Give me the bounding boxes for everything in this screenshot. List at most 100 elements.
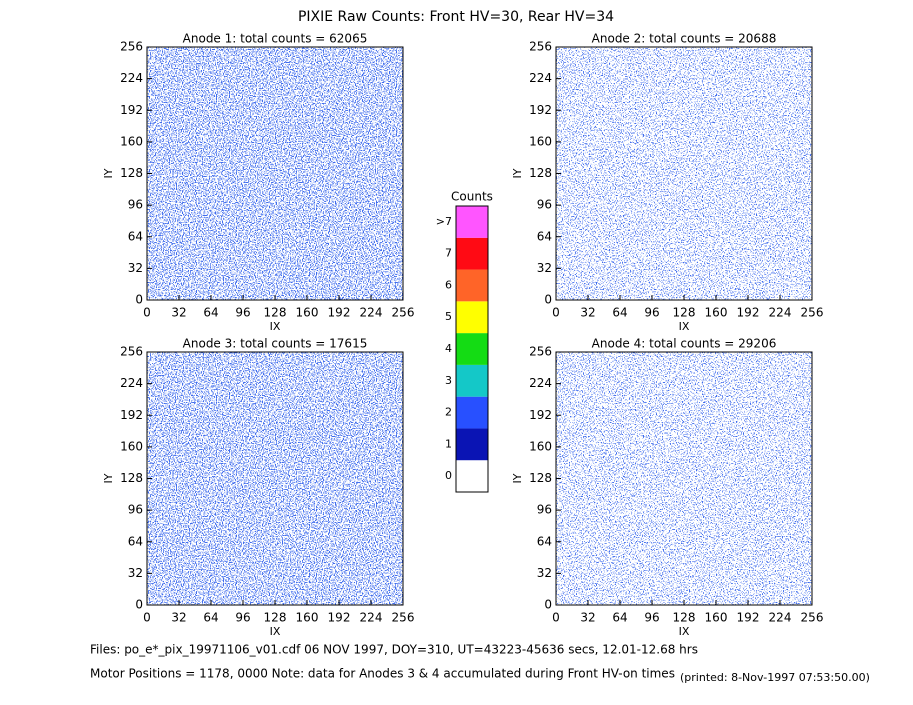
- y-tick-label: 192: [529, 103, 552, 117]
- x-tick-label: 256: [392, 306, 415, 320]
- y-tick-label: 0: [135, 293, 143, 307]
- colorbar-cell: [456, 333, 488, 365]
- x-tick-label: 64: [612, 611, 627, 625]
- panel-title: Anode 4: total counts = 29206: [592, 337, 777, 351]
- colorbar-title: Counts: [451, 190, 493, 204]
- x-axis-label: IX: [270, 320, 281, 333]
- x-axis-label: IX: [679, 320, 690, 333]
- y-tick-label: 32: [537, 566, 552, 580]
- y-tick-label: 256: [120, 345, 143, 359]
- colorbar-label: 1: [445, 437, 452, 450]
- x-tick-label: 256: [392, 611, 415, 625]
- y-tick-label: 160: [529, 134, 552, 148]
- y-tick-label: 32: [128, 566, 143, 580]
- x-tick-label: 160: [296, 306, 319, 320]
- y-tick-label: 64: [128, 229, 143, 243]
- colorbar-cell: [456, 269, 488, 302]
- x-tick-label: 224: [769, 306, 792, 320]
- y-tick-label: 128: [120, 471, 143, 485]
- y-tick-label: 64: [537, 229, 552, 243]
- x-tick-label: 64: [612, 306, 627, 320]
- y-tick-label: 128: [529, 471, 552, 485]
- colorbar-label: 7: [445, 247, 452, 260]
- panel-title: Anode 1: total counts = 62065: [183, 32, 368, 46]
- y-tick-label: 192: [120, 408, 143, 422]
- x-tick-label: 224: [360, 306, 383, 320]
- colorbar-cell: [456, 364, 488, 397]
- x-tick-label: 192: [737, 306, 760, 320]
- y-tick-label: 128: [529, 166, 552, 180]
- y-tick-label: 64: [128, 534, 143, 548]
- x-tick-label: 160: [705, 611, 728, 625]
- x-axis-label: IX: [270, 625, 281, 638]
- panel-title: Anode 2: total counts = 20688: [592, 32, 777, 46]
- x-tick-label: 224: [360, 611, 383, 625]
- x-tick-label: 160: [705, 306, 728, 320]
- x-tick-label: 64: [203, 611, 218, 625]
- colorbar-cell: [456, 301, 488, 334]
- panel-title: Anode 3: total counts = 17615: [183, 337, 368, 351]
- y-tick-label: 96: [537, 503, 552, 517]
- colorbar-label: 3: [445, 374, 452, 387]
- x-tick-label: 192: [737, 611, 760, 625]
- y-axis-label: IY: [511, 168, 524, 178]
- y-tick-label: 160: [529, 439, 552, 453]
- colorbar-frame: [455, 205, 489, 493]
- y-tick-label: 192: [529, 408, 552, 422]
- y-tick-label: 256: [120, 40, 143, 54]
- y-tick-label: 64: [537, 534, 552, 548]
- y-tick-label: 160: [120, 134, 143, 148]
- x-tick-label: 32: [580, 306, 595, 320]
- x-tick-label: 128: [264, 611, 287, 625]
- x-tick-label: 96: [235, 306, 250, 320]
- y-tick-label: 96: [537, 198, 552, 212]
- colorbar-cell: [456, 460, 488, 492]
- x-tick-label: 128: [673, 611, 696, 625]
- colorbar-cell: [456, 396, 488, 429]
- y-tick-label: 192: [120, 103, 143, 117]
- x-tick-label: 160: [296, 611, 319, 625]
- x-tick-label: 32: [171, 611, 186, 625]
- count-texture: [556, 47, 812, 300]
- footer-files: Files: po_e*_pix_19971106_v01.cdf 06 NOV…: [90, 643, 698, 657]
- count-texture: [556, 352, 812, 605]
- colorbar-cell: [456, 206, 488, 238]
- colorbar-label: 2: [445, 406, 452, 419]
- x-tick-label: 128: [264, 306, 287, 320]
- colorbar-label: 0: [445, 469, 452, 482]
- y-tick-label: 32: [128, 261, 143, 275]
- colorbar-cell: [456, 428, 488, 461]
- y-tick-label: 256: [529, 345, 552, 359]
- colorbar-label: 4: [445, 342, 452, 355]
- y-tick-label: 224: [529, 71, 552, 85]
- y-tick-label: 0: [544, 293, 552, 307]
- y-tick-label: 96: [128, 198, 143, 212]
- colorbar-cell: [456, 237, 488, 270]
- colorbar-label: >7: [436, 215, 452, 228]
- y-tick-label: 224: [529, 376, 552, 390]
- x-tick-label: 32: [580, 611, 595, 625]
- x-tick-label: 0: [143, 306, 151, 320]
- x-tick-label: 32: [171, 306, 186, 320]
- y-tick-label: 96: [128, 503, 143, 517]
- y-tick-label: 32: [537, 261, 552, 275]
- x-tick-label: 0: [552, 306, 560, 320]
- y-axis-label: IY: [102, 168, 115, 178]
- count-texture: [147, 352, 403, 605]
- x-axis-label: IX: [679, 625, 690, 638]
- y-tick-label: 160: [120, 439, 143, 453]
- colorbar-label: 6: [445, 278, 452, 291]
- x-tick-label: 96: [644, 306, 659, 320]
- y-tick-label: 0: [135, 598, 143, 612]
- x-tick-label: 224: [769, 611, 792, 625]
- footer-motor: Motor Positions = 1178, 0000 Note: data …: [90, 667, 675, 681]
- y-tick-label: 256: [529, 40, 552, 54]
- y-axis-label: IY: [102, 473, 115, 483]
- y-axis-label: IY: [511, 473, 524, 483]
- y-tick-label: 224: [120, 71, 143, 85]
- x-tick-label: 256: [801, 611, 824, 625]
- x-tick-label: 256: [801, 306, 824, 320]
- footer-printed: (printed: 8-Nov-1997 07:53:50.00): [680, 671, 870, 684]
